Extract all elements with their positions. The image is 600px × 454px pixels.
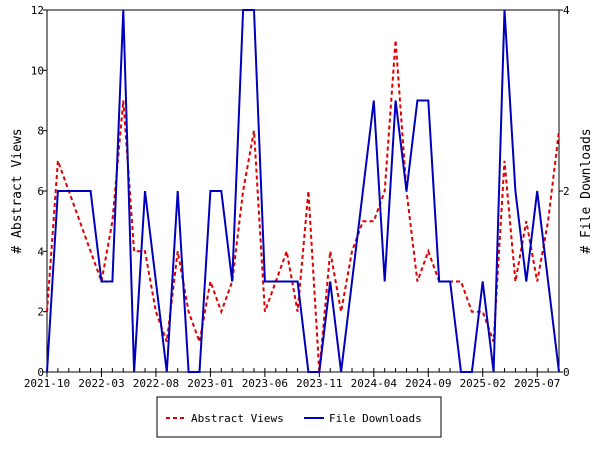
x-tick-label: 2023-06 bbox=[242, 377, 288, 390]
series-line-file-downloads bbox=[47, 10, 559, 372]
x-tick-label: 2021-10 bbox=[24, 377, 70, 390]
x-tick-label: 2023-11 bbox=[296, 377, 342, 390]
y-tick-label: 12 bbox=[31, 4, 44, 17]
y2-axis-label: # File Downloads bbox=[579, 128, 594, 253]
y-axis-label: # Abstract Views bbox=[10, 128, 25, 253]
legend-label-downloads: File Downloads bbox=[329, 412, 422, 425]
y-tick-label: 8 bbox=[37, 125, 44, 138]
x-tick-label: 2025-07 bbox=[514, 377, 560, 390]
y-tick-label: 10 bbox=[31, 64, 44, 77]
y2-tick-label: 4 bbox=[563, 4, 570, 17]
y2-tick-label: 0 bbox=[563, 366, 570, 379]
x-tick-label: 2024-09 bbox=[405, 377, 451, 390]
x-tick-label: 2022-08 bbox=[133, 377, 179, 390]
plot-frame bbox=[47, 10, 559, 372]
y-tick-label: 6 bbox=[37, 185, 44, 198]
x-tick-label: 2024-04 bbox=[351, 377, 398, 390]
y-tick-label: 2 bbox=[37, 306, 44, 319]
y-tick-label: 4 bbox=[37, 245, 44, 258]
x-tick-label: 2022-03 bbox=[78, 377, 124, 390]
legend-label-views: Abstract Views bbox=[191, 412, 284, 425]
x-tick-label: 2025-02 bbox=[460, 377, 506, 390]
x-tick-label: 2023-01 bbox=[187, 377, 233, 390]
legend: Abstract Views File Downloads bbox=[157, 397, 441, 437]
y2-tick-label: 2 bbox=[563, 185, 570, 198]
y-tick-label: 0 bbox=[37, 366, 44, 379]
